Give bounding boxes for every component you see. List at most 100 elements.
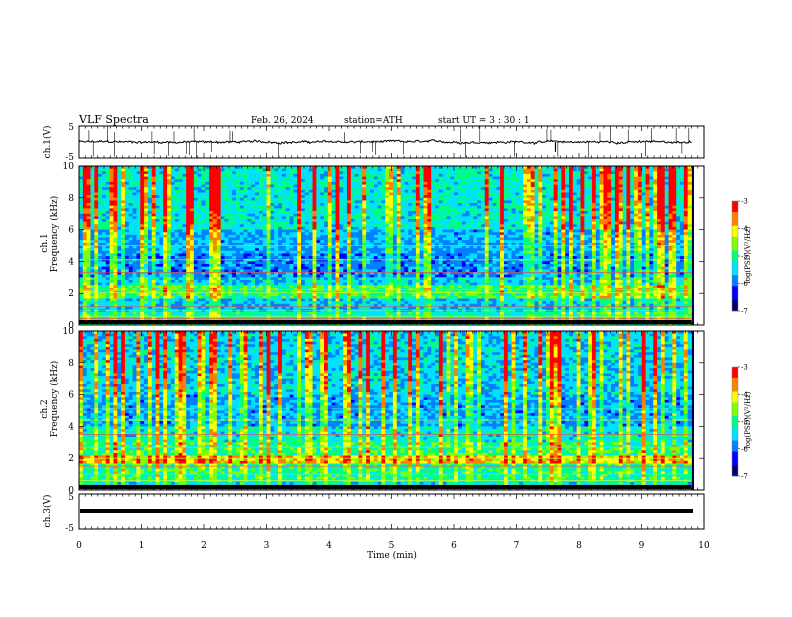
spectrogram-cell	[431, 185, 435, 188]
spectrogram-cell	[121, 230, 125, 233]
spectrogram-cell	[167, 182, 171, 185]
spectrogram-cell	[535, 227, 539, 230]
spectrogram-cell	[661, 198, 665, 201]
spectrogram-cell	[401, 206, 405, 209]
spectrogram-cell	[420, 211, 424, 214]
spectrogram-cell	[508, 206, 512, 209]
spectrogram-cell	[638, 211, 642, 214]
spectrogram-cell	[638, 174, 642, 177]
spectrogram-cell	[217, 238, 221, 241]
spectrogram-cell	[630, 219, 634, 222]
spectrogram-cell	[439, 190, 443, 193]
spectrogram-cell	[366, 235, 370, 238]
spectrogram-cell	[374, 182, 378, 185]
spectrogram-cell	[500, 195, 504, 198]
spectrogram-cell	[435, 195, 439, 198]
spectrogram-cell	[489, 174, 493, 177]
spectrogram-cell	[401, 171, 405, 174]
spectrogram-cell	[106, 198, 110, 201]
spectrogram-cell	[561, 240, 565, 243]
spectrogram-cell	[626, 222, 630, 225]
spectrogram-cell	[546, 195, 550, 198]
spectrogram-cell	[404, 224, 408, 227]
spectrogram-cell	[416, 200, 420, 203]
spectrogram-cell	[638, 195, 642, 198]
spectrogram-cell	[527, 177, 531, 180]
spectrogram-cell	[332, 222, 336, 225]
spectrogram-cell	[538, 195, 542, 198]
spectrogram-cell	[523, 171, 527, 174]
spectrogram-cell	[519, 174, 523, 177]
spectrogram-cell	[653, 169, 657, 172]
spectrogram-cell	[316, 179, 320, 182]
spectrogram-cell	[485, 187, 489, 190]
spectrogram-cell	[626, 216, 630, 219]
spectrogram-cell	[412, 230, 416, 233]
spectrogram-cell	[98, 190, 102, 193]
spectrogram-cell	[209, 177, 213, 180]
spectrogram-cell	[228, 214, 232, 217]
spectrogram-cell	[102, 169, 106, 172]
spectrogram-cell	[623, 179, 627, 182]
spectrogram-cell	[600, 206, 604, 209]
spectrogram-cell	[332, 203, 336, 206]
spectrogram-cell	[90, 224, 94, 227]
spectrogram-cell	[504, 203, 508, 206]
spectrogram-cell	[496, 193, 500, 196]
spectrogram-cell	[611, 179, 615, 182]
spectrogram-cell	[113, 174, 117, 177]
spectrogram-cell	[408, 216, 412, 219]
spectrogram-cell	[577, 227, 581, 230]
spectrogram-cell	[113, 182, 117, 185]
spectrogram-cell	[381, 200, 385, 203]
spectrogram-cell	[251, 174, 255, 177]
spectrogram-cell	[121, 235, 125, 238]
spectrogram-cell	[286, 187, 290, 190]
spectrogram-cell	[113, 179, 117, 182]
spectrogram-cell	[278, 171, 282, 174]
spectrogram-cell	[496, 222, 500, 225]
spectrogram-cell	[439, 208, 443, 211]
spectrogram-cell	[163, 185, 167, 188]
spectrogram-cell	[408, 193, 412, 196]
spectrogram-cell	[535, 211, 539, 214]
spectrogram-cell	[83, 179, 87, 182]
spectrogram-cell	[554, 219, 558, 222]
spectrogram-cell	[519, 179, 523, 182]
spectrogram-cell	[649, 195, 653, 198]
spectrogram-cell	[79, 171, 83, 174]
spectrogram-cell	[642, 224, 646, 227]
spectrogram-cell	[175, 200, 179, 203]
spectrogram-cell	[221, 208, 225, 211]
spectrogram-cell	[653, 216, 657, 219]
spectrogram-cell	[313, 208, 317, 211]
spectrogram-cell	[485, 224, 489, 227]
spectrogram-cell	[661, 227, 665, 230]
spectrogram-cell	[680, 200, 684, 203]
spectrogram-cell	[642, 222, 646, 225]
spectrogram-cell	[420, 219, 424, 222]
spectrogram-cell	[404, 190, 408, 193]
spectrogram-cell	[366, 216, 370, 219]
spectrogram-cell	[649, 224, 653, 227]
spectrogram-cell	[538, 235, 542, 238]
spectrogram-cell	[144, 208, 148, 211]
spectrogram-cell	[370, 203, 374, 206]
spectrogram-cell	[148, 222, 152, 225]
spectrogram-cell	[443, 219, 447, 222]
spectrogram-cell	[443, 224, 447, 227]
spectrogram-cell	[255, 238, 259, 241]
spectrogram-cell	[309, 182, 313, 185]
spectrogram-cell	[623, 222, 627, 225]
spectrogram-cell	[569, 174, 573, 177]
spectrogram-cell	[481, 214, 485, 217]
spectrogram-cell	[339, 182, 343, 185]
spectrogram-cell	[117, 190, 121, 193]
spectrogram-cell	[385, 211, 389, 214]
spectrogram-cell	[221, 216, 225, 219]
spectrogram-cell	[263, 203, 267, 206]
spectrogram-cell	[94, 238, 98, 241]
spectrogram-cell	[611, 198, 615, 201]
spectrogram-cell	[366, 182, 370, 185]
spectrogram-cell	[672, 193, 676, 196]
